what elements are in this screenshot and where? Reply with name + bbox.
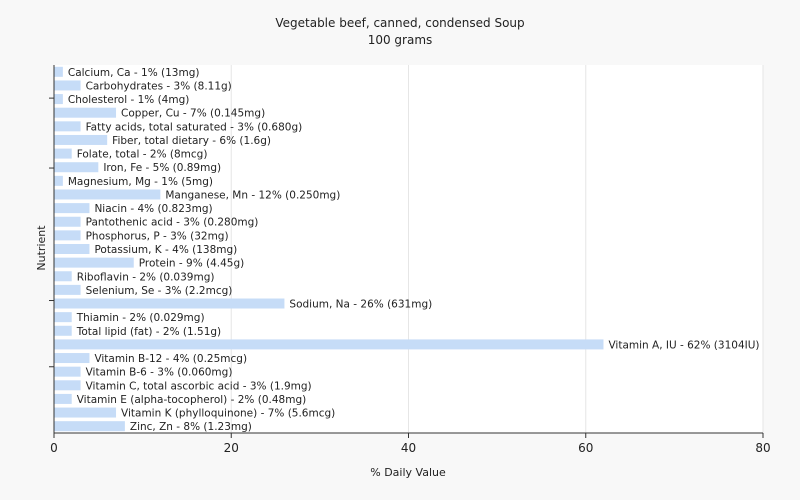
x-tick-label: 0 bbox=[50, 441, 58, 455]
bar-label: Niacin - 4% (0.823mg) bbox=[94, 203, 212, 215]
bar-label: Vitamin C, total ascorbic acid - 3% (1.9… bbox=[86, 380, 312, 392]
bar-label: Vitamin K (phylloquinone) - 7% (5.6mcg) bbox=[121, 408, 335, 420]
bar-label: Vitamin E (alpha-tocopherol) - 2% (0.48m… bbox=[77, 394, 307, 406]
bar-label: Vitamin A, IU - 62% (3104IU) bbox=[608, 339, 759, 351]
bar bbox=[54, 162, 99, 173]
bar-label: Thiamin - 2% (0.029mg) bbox=[76, 312, 205, 324]
bar bbox=[54, 94, 63, 105]
bar bbox=[54, 353, 90, 364]
bar bbox=[54, 421, 125, 432]
bar bbox=[54, 244, 90, 254]
bar bbox=[54, 366, 81, 377]
bar bbox=[54, 380, 81, 391]
bar-label: Pantothenic acid - 3% (0.280mg) bbox=[86, 217, 259, 229]
bar bbox=[54, 148, 72, 159]
bar bbox=[54, 339, 604, 350]
bar-label: Iron, Fe - 5% (0.89mg) bbox=[103, 162, 221, 174]
bars: Calcium, Ca - 1% (13mg)Carbohydrates - 3… bbox=[54, 66, 760, 433]
chart-title: Vegetable beef, canned, condensed Soup bbox=[275, 16, 524, 30]
bar bbox=[54, 216, 81, 227]
x-tick-label: 60 bbox=[578, 441, 593, 455]
bar-label: Total lipid (fat) - 2% (1.51g) bbox=[76, 326, 221, 338]
bar bbox=[54, 230, 81, 241]
bar bbox=[54, 298, 285, 309]
bar-label: Fatty acids, total saturated - 3% (0.680… bbox=[86, 121, 303, 133]
x-axis-title: % Daily Value bbox=[370, 466, 446, 479]
bar bbox=[54, 312, 72, 323]
bar-label: Selenium, Se - 3% (2.2mcg) bbox=[86, 285, 233, 297]
bar bbox=[54, 407, 117, 418]
bar bbox=[54, 66, 63, 77]
bar bbox=[54, 134, 108, 145]
x-tick-label: 40 bbox=[401, 441, 416, 455]
bar bbox=[54, 203, 90, 214]
bar-label: Calcium, Ca - 1% (13mg) bbox=[68, 67, 200, 79]
bar-label: Vitamin B-12 - 4% (0.25mcg) bbox=[94, 353, 247, 365]
bar bbox=[54, 121, 81, 132]
bar bbox=[54, 107, 117, 118]
chart-subtitle: 100 grams bbox=[368, 33, 433, 47]
y-axis-title: Nutrient bbox=[35, 225, 48, 271]
bar bbox=[54, 257, 134, 268]
bar-label: Manganese, Mn - 12% (0.250mg) bbox=[165, 189, 340, 201]
bar bbox=[54, 325, 72, 336]
bar-label: Copper, Cu - 7% (0.145mg) bbox=[121, 108, 265, 120]
bar bbox=[54, 80, 81, 91]
bar-label: Potassium, K - 4% (138mg) bbox=[94, 244, 237, 256]
bar bbox=[54, 175, 63, 186]
bar-label: Zinc, Zn - 8% (1.23mg) bbox=[130, 421, 252, 433]
bar-label: Riboflavin - 2% (0.039mg) bbox=[77, 271, 215, 283]
bar-label: Vitamin B-6 - 3% (0.060mg) bbox=[86, 367, 233, 379]
x-tick-label: 20 bbox=[224, 441, 239, 455]
bar-label: Sodium, Na - 26% (631mg) bbox=[289, 299, 432, 311]
bar-label: Fiber, total dietary - 6% (1.6g) bbox=[112, 135, 271, 147]
bar bbox=[54, 393, 72, 404]
axes: 0 20 40 60 80 bbox=[49, 65, 771, 455]
bar bbox=[54, 271, 72, 282]
bar-label: Magnesium, Mg - 1% (5mg) bbox=[68, 176, 213, 188]
bar bbox=[54, 189, 161, 200]
bar-label: Folate, total - 2% (8mcg) bbox=[77, 149, 208, 161]
bar-label: Phosphorus, P - 3% (32mg) bbox=[86, 230, 229, 242]
gridlines bbox=[54, 65, 764, 433]
bar-label: Carbohydrates - 3% (8.11g) bbox=[86, 80, 232, 92]
bar-label: Cholesterol - 1% (4mg) bbox=[68, 94, 190, 106]
bar bbox=[54, 284, 81, 295]
bar-label: Protein - 9% (4.45g) bbox=[139, 258, 245, 270]
x-tick-label: 80 bbox=[755, 441, 770, 455]
